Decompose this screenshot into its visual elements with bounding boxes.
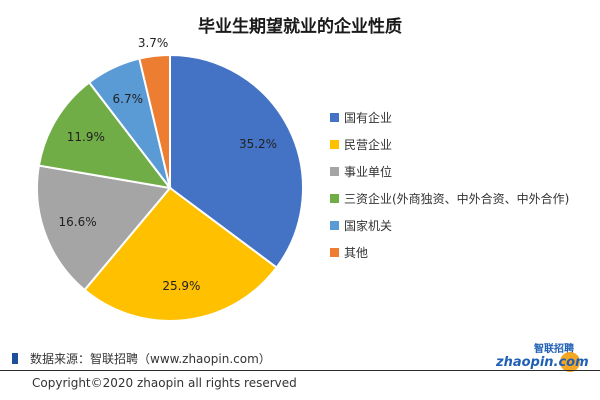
legend-item: 国有企业 — [330, 104, 569, 131]
pie-slice — [83, 186, 279, 322]
zhaopin-logo: 智联招聘 zhaopin.com — [495, 342, 589, 372]
logo-wordmark-text: zhaopin.com — [495, 355, 589, 370]
legend-swatch — [330, 140, 339, 149]
legend-swatch — [330, 248, 339, 257]
logo-circle-icon — [560, 352, 580, 372]
legend-swatch — [330, 113, 339, 122]
legend-label: 国家机关 — [344, 219, 393, 233]
pie-slice — [36, 164, 172, 292]
legend-label: 民营企业 — [344, 138, 393, 152]
legend-item: 其他 — [330, 239, 569, 266]
source-marker-icon — [12, 353, 18, 364]
legend-item: 三资企业(外商独资、中外合资、中外合作) — [330, 185, 569, 212]
pie-data-label: 6.7% — [113, 92, 144, 106]
legend-label: 事业单位 — [344, 165, 393, 179]
pie-data-label: 11.9% — [67, 130, 105, 144]
legend-item: 民营企业 — [330, 131, 569, 158]
data-source: 数据来源：智联招聘（www.zhaopin.com） — [12, 350, 271, 367]
pie-data-label: 3.7% — [138, 36, 169, 50]
legend-swatch — [330, 221, 339, 230]
legend-item: 国家机关 — [330, 212, 569, 239]
legend-swatch — [330, 167, 339, 176]
pie-chart: 35.2% 25.9% 16.6% 11.9% 6.7% 3.7% — [36, 36, 304, 322]
footer-divider — [0, 370, 600, 371]
legend-item: 事业单位 — [330, 158, 569, 185]
legend-label: 其他 — [344, 246, 369, 260]
legend-swatch — [330, 194, 339, 203]
pie-slice — [37, 80, 173, 190]
legend-label: 国有企业 — [344, 111, 393, 125]
data-source-text: 数据来源：智联招聘（www.zhaopin.com） — [30, 352, 271, 366]
legend-label: 三资企业(外商独资、中外合资、中外合作) — [344, 192, 570, 206]
logo-brand-text: 智联招聘 — [534, 342, 574, 355]
chart-title: 毕业生期望就业的企业性质 — [198, 17, 402, 37]
pie-slice — [169, 53, 304, 269]
pie-data-label: 35.2% — [239, 137, 277, 151]
pie-data-label: 16.6% — [59, 215, 97, 229]
pie-data-label: 25.9% — [162, 279, 200, 293]
copyright-text: Copyright©2020 zhaopin all rights reserv… — [32, 376, 297, 390]
chart-legend: 国有企业民营企业事业单位三资企业(外商独资、中外合资、中外合作) 国家机关其他 — [330, 104, 569, 266]
pie-slice — [138, 53, 171, 189]
footer: 数据来源：智联招聘（www.zhaopin.com） 智联招聘 zhaopin.… — [0, 340, 600, 400]
